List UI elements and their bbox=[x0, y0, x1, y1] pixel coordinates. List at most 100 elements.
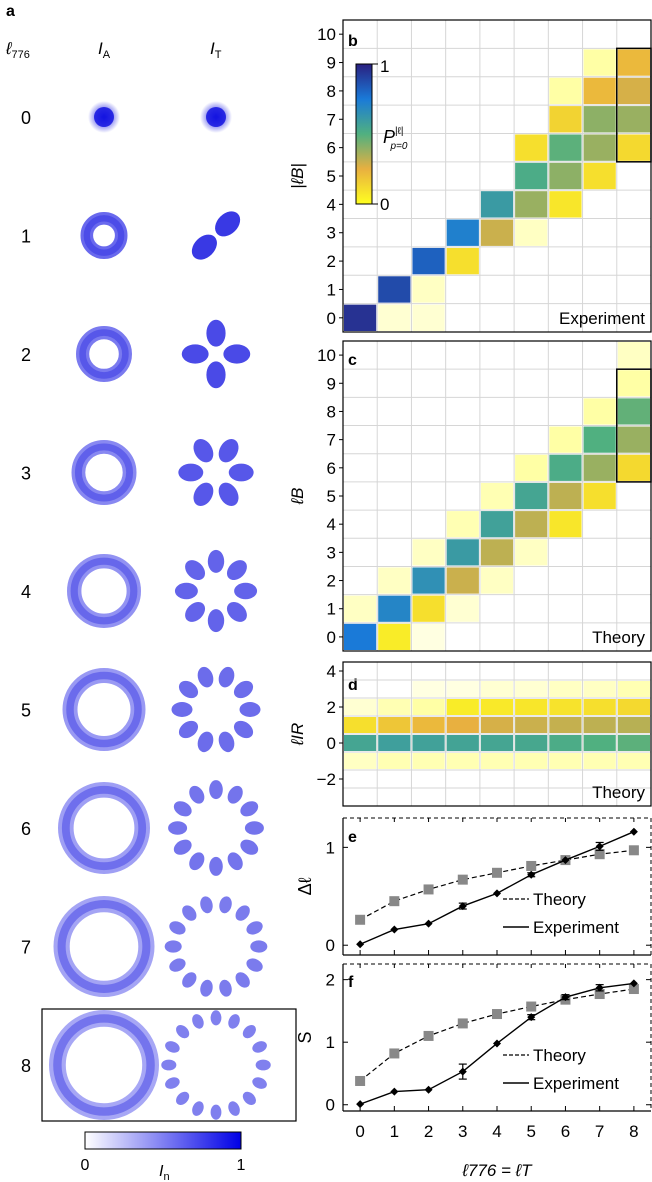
y-tick-label: 0 bbox=[327, 628, 336, 647]
beam-IT-lobe bbox=[215, 211, 241, 237]
beam-IA-ring bbox=[62, 668, 146, 751]
heatmap-cell bbox=[446, 717, 479, 733]
header-l776: ℓ776 bbox=[5, 39, 30, 61]
heatmap-cell bbox=[617, 717, 650, 733]
beam-IT-lobe bbox=[178, 680, 199, 699]
heatmap-cell bbox=[446, 681, 479, 697]
y-tick-label: 8 bbox=[327, 402, 336, 421]
heatmap-cell bbox=[480, 735, 514, 751]
beam-IT-lobe bbox=[226, 601, 247, 622]
beam-IA-ring-core bbox=[61, 785, 147, 871]
panel-letter-e: e bbox=[348, 829, 357, 846]
heatmap-cell bbox=[617, 342, 650, 369]
heatmap-cell bbox=[412, 595, 445, 622]
heatmap-cell bbox=[446, 735, 479, 751]
heatmap-cell bbox=[480, 482, 514, 510]
beam-IT-lobe bbox=[235, 972, 250, 988]
heatmap-cell bbox=[549, 681, 582, 697]
beam-IT-lobe bbox=[218, 666, 235, 688]
heatmap-cell bbox=[515, 134, 548, 161]
beam-IT-lobe bbox=[200, 896, 213, 914]
beam-IT-lobe bbox=[244, 821, 264, 835]
heatmap-cell bbox=[549, 699, 582, 715]
y-tick-label: 10 bbox=[317, 25, 336, 44]
beam-IA-core bbox=[94, 107, 114, 127]
heatmap-cell bbox=[480, 191, 514, 218]
row-label: 0 bbox=[21, 108, 31, 128]
series-experiment-point bbox=[356, 940, 365, 949]
series-theory-line bbox=[359, 849, 634, 921]
row-label: 8 bbox=[21, 1056, 31, 1076]
panel-letter-b: b bbox=[348, 33, 358, 50]
series-theory-point bbox=[594, 849, 605, 860]
beam-IT-lobe bbox=[173, 839, 192, 855]
beam-IT-core bbox=[206, 107, 226, 127]
heatmap-cell bbox=[617, 699, 650, 715]
heatmap-cell bbox=[480, 699, 514, 715]
panel-a-headers: ℓ776 IA IT bbox=[5, 39, 222, 61]
y-axis-label: |ℓB| bbox=[288, 163, 307, 189]
beam-IT-lobe bbox=[209, 856, 223, 876]
beam-IT-lobe bbox=[228, 1014, 240, 1029]
series-theory-point bbox=[492, 1009, 502, 1020]
y-tick-label: 6 bbox=[327, 139, 336, 158]
heatmap-cell bbox=[617, 370, 650, 397]
beam-IT-lobe bbox=[174, 582, 198, 600]
beam-IT-lobe bbox=[227, 785, 243, 804]
beam-IT-lobe bbox=[239, 702, 261, 717]
heatmap-cell bbox=[378, 623, 411, 650]
heatmap-cell bbox=[583, 753, 616, 769]
beam-IT-lobe bbox=[240, 839, 259, 855]
beam-IT-lobe bbox=[228, 1101, 240, 1116]
beam-IT-lobe bbox=[218, 482, 239, 506]
heatmap-cell bbox=[480, 681, 514, 697]
y-tick-label: 9 bbox=[327, 374, 336, 393]
beam-IT-lobe bbox=[161, 1059, 177, 1071]
beam-IT-lobe bbox=[242, 1091, 256, 1105]
heatmap-cell bbox=[583, 162, 616, 190]
beam-IT-lobe bbox=[165, 1077, 180, 1089]
y-tick-label: 1 bbox=[327, 600, 336, 619]
beam-IT-lobe bbox=[240, 801, 259, 817]
heatmap-cell bbox=[549, 106, 582, 133]
heatmap-cell bbox=[412, 699, 445, 715]
beam-IT-lobe bbox=[219, 896, 232, 914]
y-tick-label: 7 bbox=[327, 431, 336, 450]
y-tick-label: −2 bbox=[317, 770, 336, 789]
y-tick-label: 8 bbox=[327, 82, 336, 101]
heatmap-cell bbox=[412, 717, 445, 733]
beam-IT-lobe bbox=[176, 1025, 190, 1039]
heatmap-cell bbox=[617, 106, 650, 133]
y-tick-label: 2 bbox=[327, 252, 336, 271]
heatmap-cell bbox=[515, 735, 548, 751]
beam-IT-lobe bbox=[207, 549, 225, 573]
y-tick-label: 3 bbox=[327, 224, 336, 243]
beam-IA-ring-core bbox=[57, 900, 151, 993]
y-tick-label: 4 bbox=[327, 515, 336, 534]
heatmap-cell bbox=[412, 623, 445, 650]
series-experiment-point bbox=[561, 993, 570, 1002]
corner-label: Theory bbox=[592, 783, 645, 802]
heatmap-cell bbox=[412, 247, 445, 275]
heatmap-cell bbox=[344, 717, 377, 733]
row-label: 6 bbox=[21, 819, 31, 839]
x-axis-label: ℓ776 = ℓT bbox=[461, 1161, 533, 1180]
series-theory-point bbox=[423, 1030, 434, 1041]
series-theory-point bbox=[594, 989, 605, 1000]
x-tick-label: 4 bbox=[492, 1122, 501, 1141]
heatmap-cell bbox=[549, 511, 582, 538]
beam-IT-lobe bbox=[171, 702, 193, 717]
heatmap-cell bbox=[515, 511, 548, 538]
series-experiment-point bbox=[356, 1100, 365, 1109]
panel-e-line-chart: 0 1 Theory Experiment Δℓ bbox=[295, 817, 652, 956]
heatmap-cell bbox=[583, 398, 616, 425]
row-highlight-box bbox=[41, 1008, 297, 1122]
beam-IA-ring-core bbox=[74, 443, 134, 502]
y-tick-label: 0 bbox=[327, 309, 336, 328]
beam-IT-lobe bbox=[192, 1101, 204, 1116]
panel-c-heatmap: 0 1 2 3 4 5 6 7 8 9 10 Theory ℓB bbox=[288, 340, 652, 652]
y-tick-label: 2 bbox=[327, 572, 336, 591]
colorbar-a-min: 0 bbox=[81, 1157, 90, 1174]
y-tick-label: 4 bbox=[327, 662, 336, 681]
